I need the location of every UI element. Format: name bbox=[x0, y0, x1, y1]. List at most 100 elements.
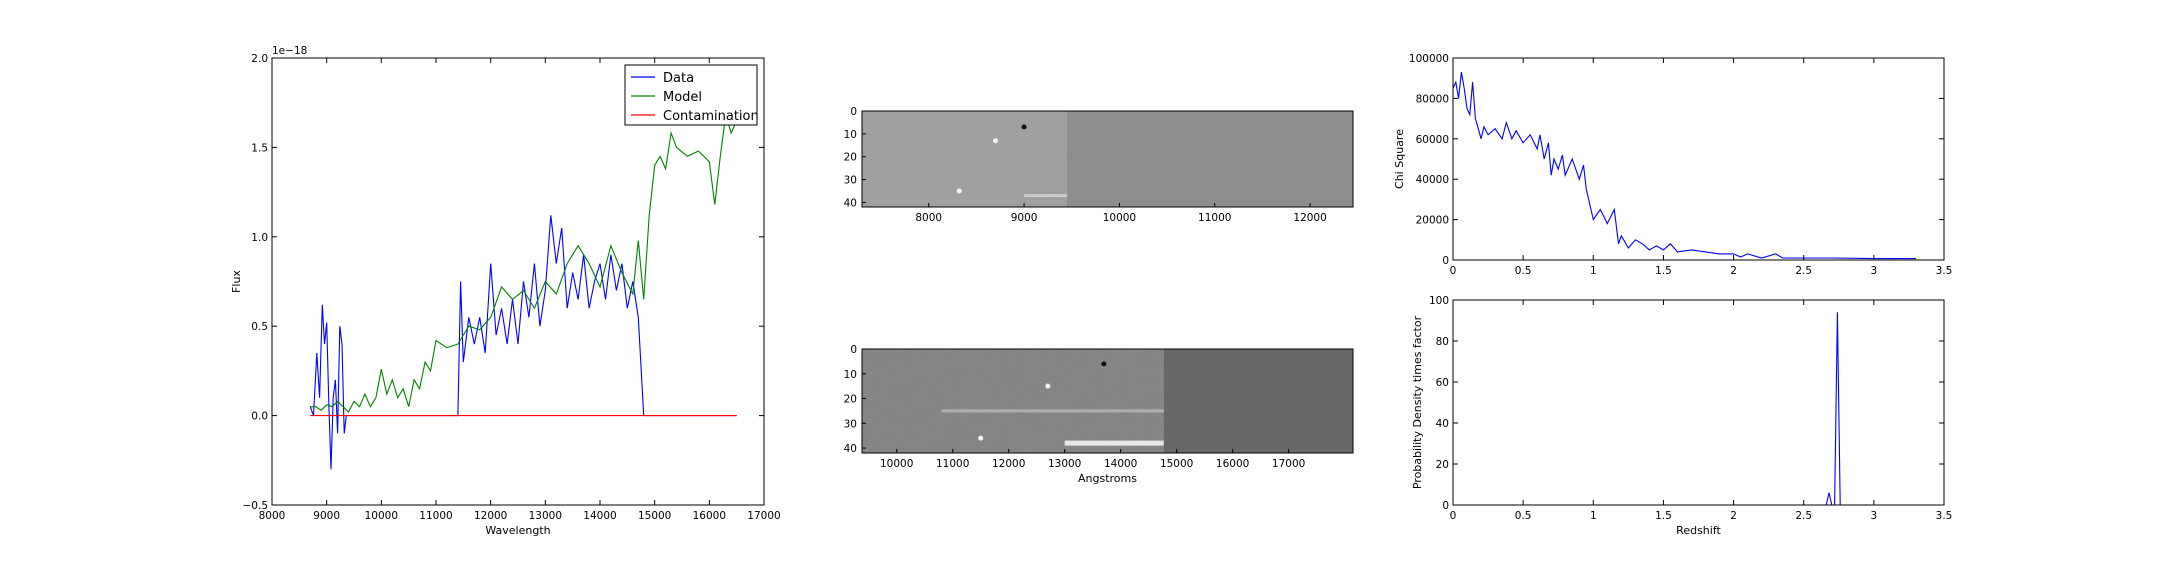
y-tick-label: 20 bbox=[1436, 459, 1449, 471]
x-tick-label: 1.5 bbox=[1655, 265, 1672, 277]
series-line-model bbox=[310, 115, 738, 413]
x-tick-label: 1.5 bbox=[1655, 510, 1672, 522]
y-tick-label: 40 bbox=[844, 443, 857, 455]
y-tick-label: 10 bbox=[844, 369, 857, 381]
x-tick-label: 3.5 bbox=[1936, 510, 1953, 522]
x-tick-label: 11000 bbox=[419, 510, 452, 522]
y-tick-label: 0 bbox=[1442, 500, 1449, 512]
x-tick-label: 16000 bbox=[693, 510, 726, 522]
spectral-trace bbox=[941, 409, 1164, 413]
x-tick-label: 12000 bbox=[1293, 212, 1326, 224]
y-tick-label: 10 bbox=[844, 129, 857, 141]
y-tick-label: 40000 bbox=[1416, 174, 1449, 186]
y-tick-label: 0 bbox=[850, 344, 857, 356]
x-tick-label: 10000 bbox=[880, 458, 913, 470]
axes-frame bbox=[1452, 299, 1945, 506]
x-tick-label: 17000 bbox=[747, 510, 780, 522]
x-axis-label: Angstroms bbox=[1078, 472, 1137, 485]
y-tick-label: 2.0 bbox=[251, 53, 268, 65]
x-tick-label: 12000 bbox=[992, 458, 1025, 470]
axes-frame bbox=[271, 57, 765, 506]
image-noise bbox=[862, 111, 1067, 207]
x-tick-label: 16000 bbox=[1216, 458, 1249, 470]
y-tick-label: 0 bbox=[850, 106, 857, 118]
y-tick-label: 60 bbox=[1436, 377, 1449, 389]
image-feature bbox=[992, 138, 998, 144]
image-feature bbox=[1021, 124, 1027, 130]
x-tick-label: 3.5 bbox=[1936, 265, 1953, 277]
x-tick-label: 13000 bbox=[1048, 458, 1081, 470]
x-tick-label: 3 bbox=[1871, 265, 1878, 277]
x-tick-label: 12000 bbox=[474, 510, 507, 522]
chart-4: 0 0.5 1 1.5 2 2.5 3 3.5 0 20 40 60 80 100 Redshift Prob… bbox=[1411, 295, 1952, 537]
x-tick-label: 0.5 bbox=[1515, 510, 1532, 522]
x-tick-label: 8000 bbox=[915, 212, 942, 224]
y-tick-label: 60000 bbox=[1416, 134, 1449, 146]
y-tick-label: 80 bbox=[1436, 336, 1449, 348]
axes-frame bbox=[861, 348, 1354, 454]
y-axis-label: Probability Density times factor bbox=[1411, 315, 1424, 489]
y-tick-label: 1.0 bbox=[251, 232, 268, 244]
x-tick-label: 11000 bbox=[936, 458, 969, 470]
image-feature bbox=[956, 188, 962, 194]
y-tick-label: 80000 bbox=[1416, 93, 1449, 105]
y-tick-label: 30 bbox=[844, 418, 857, 430]
chart-3: 0 0.5 1 1.5 2 2.5 3 3.5 0 20000 40000 60000 80000 100… bbox=[1393, 53, 1952, 277]
x-tick-label: 0.5 bbox=[1515, 265, 1532, 277]
y-tick-label: 0 bbox=[1442, 255, 1449, 267]
x-tick-label: 10000 bbox=[1103, 212, 1136, 224]
y-tick-label: 1.5 bbox=[251, 142, 268, 154]
x-tick-label: 9000 bbox=[1011, 212, 1038, 224]
chart-2: 10000 11000 12000 13000 14000 15000 16000 17000… bbox=[844, 344, 1354, 485]
series-line-data bbox=[309, 215, 737, 470]
image-noise bbox=[862, 349, 1164, 453]
chart-0: 8000 9000 10000 11000 12000 13000 14000 15000 16… bbox=[230, 45, 781, 537]
x-tick-label: 13000 bbox=[529, 510, 562, 522]
x-axis-label: Wavelength bbox=[485, 524, 550, 537]
x-tick-label: 10000 bbox=[365, 510, 398, 522]
series-line-0 bbox=[1453, 72, 1916, 260]
offset-text: 1e−18 bbox=[272, 45, 307, 57]
x-tick-label: 1 bbox=[1590, 265, 1597, 277]
y-tick-label: 0.0 bbox=[251, 411, 268, 423]
x-axis-label: Redshift bbox=[1676, 524, 1721, 537]
legend-label: Data bbox=[663, 71, 694, 86]
series-line-0 bbox=[1453, 312, 1916, 505]
x-tick-label: 14000 bbox=[583, 510, 616, 522]
legend-label: Contamination bbox=[663, 109, 759, 124]
y-tick-label: 0.5 bbox=[251, 321, 268, 333]
y-tick-label: 20000 bbox=[1416, 215, 1449, 227]
spectral-trace bbox=[1024, 194, 1067, 198]
x-tick-label: 14000 bbox=[1104, 458, 1137, 470]
x-tick-label: 9000 bbox=[313, 510, 340, 522]
spectral-trace bbox=[1064, 440, 1164, 446]
x-tick-label: 15000 bbox=[1160, 458, 1193, 470]
image-feature bbox=[978, 435, 984, 441]
x-tick-label: 3 bbox=[1871, 510, 1878, 522]
axes-frame bbox=[861, 110, 1354, 208]
y-tick-label: 100000 bbox=[1409, 53, 1449, 65]
x-tick-label: 2.5 bbox=[1795, 265, 1812, 277]
x-tick-label: 15000 bbox=[638, 510, 671, 522]
y-axis-label: Flux bbox=[230, 270, 243, 293]
x-tick-label: 8000 bbox=[259, 510, 286, 522]
legend-label: Model bbox=[663, 90, 702, 105]
x-tick-label: 1 bbox=[1590, 510, 1597, 522]
y-tick-label: 40 bbox=[844, 197, 857, 209]
y-tick-label: 30 bbox=[844, 175, 857, 187]
x-tick-label: 17000 bbox=[1272, 458, 1305, 470]
y-axis-label: Chi Square bbox=[1393, 129, 1406, 189]
y-tick-label: −0.5 bbox=[243, 500, 269, 512]
chart-1: 8000 9000 10000 11000 12000 0 10 20 30 40 bbox=[844, 106, 1354, 224]
x-tick-label: 0 bbox=[1450, 265, 1457, 277]
x-tick-label: 2 bbox=[1730, 510, 1737, 522]
y-tick-label: 100 bbox=[1429, 295, 1449, 307]
image-feature bbox=[1045, 383, 1051, 389]
y-tick-label: 20 bbox=[844, 152, 857, 164]
x-tick-label: 11000 bbox=[1198, 212, 1231, 224]
x-tick-label: 0 bbox=[1450, 510, 1457, 522]
image-feature bbox=[1101, 361, 1107, 367]
legend: Data Model Contamination bbox=[624, 64, 759, 126]
x-tick-label: 2.5 bbox=[1795, 510, 1812, 522]
